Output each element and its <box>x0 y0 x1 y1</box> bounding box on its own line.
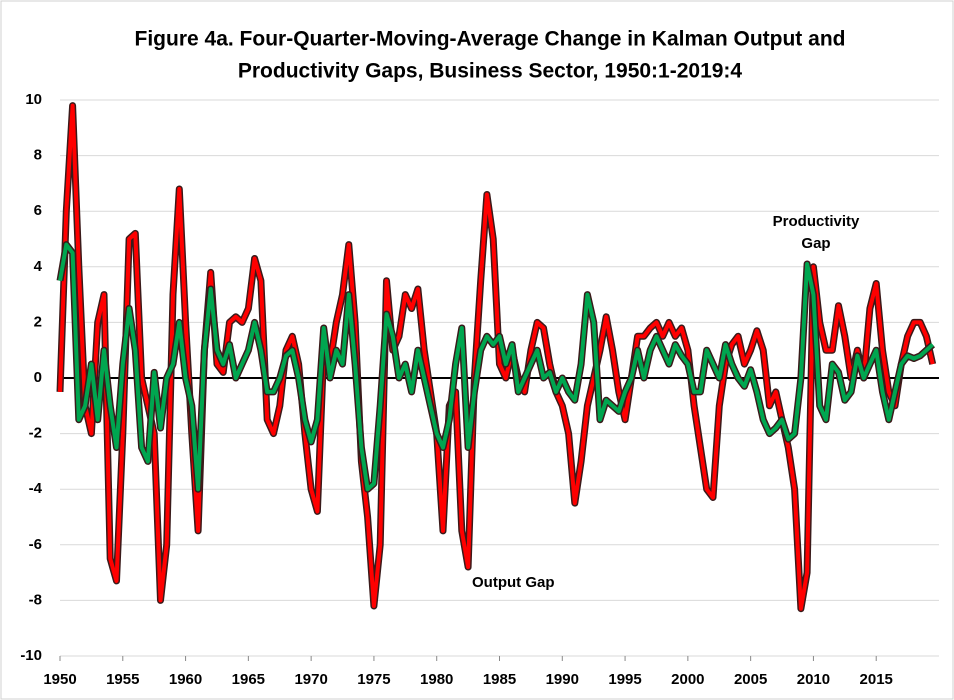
x-tick-label: 1970 <box>294 671 327 688</box>
annotation: Productivity <box>773 213 860 230</box>
x-tick-label: 1960 <box>169 671 202 688</box>
x-tick-label: 2005 <box>734 671 767 688</box>
x-tick-label: 1965 <box>232 671 265 688</box>
y-tick-label: 6 <box>34 202 42 219</box>
annotation: Gap <box>801 235 830 252</box>
y-tick-label: -10 <box>20 647 42 664</box>
x-tick-label: 1950 <box>43 671 76 688</box>
y-tick-label: 2 <box>34 313 42 330</box>
line <box>58 242 935 492</box>
annotation: Output Gap <box>472 574 555 591</box>
y-tick-label: -4 <box>29 480 43 497</box>
x-tick-label: 2015 <box>860 671 893 688</box>
y-tick-label: -6 <box>29 536 42 553</box>
x-tick-label: 1990 <box>546 671 579 688</box>
y-tick-label: -2 <box>29 425 42 442</box>
y-tick-label: 4 <box>34 258 43 275</box>
x-tick-label: 1975 <box>357 671 390 688</box>
x-tick-label: 1985 <box>483 671 516 688</box>
x-tick-label: 2000 <box>671 671 704 688</box>
y-tick-label: -8 <box>29 591 42 608</box>
chart-title: Figure 4a. Four-Quarter-Moving-Average C… <box>135 28 846 51</box>
chart-title: Productivity Gaps, Business Sector, 1950… <box>238 60 743 83</box>
y-tick-label: 8 <box>34 147 42 164</box>
y-tick-label: 0 <box>34 369 42 386</box>
x-tick-label: 1955 <box>106 671 139 688</box>
x-tick-label: 1995 <box>608 671 641 688</box>
y-tick-label: 10 <box>25 91 42 108</box>
x-tick-label: 2010 <box>797 671 830 688</box>
x-tick-label: 1980 <box>420 671 453 688</box>
